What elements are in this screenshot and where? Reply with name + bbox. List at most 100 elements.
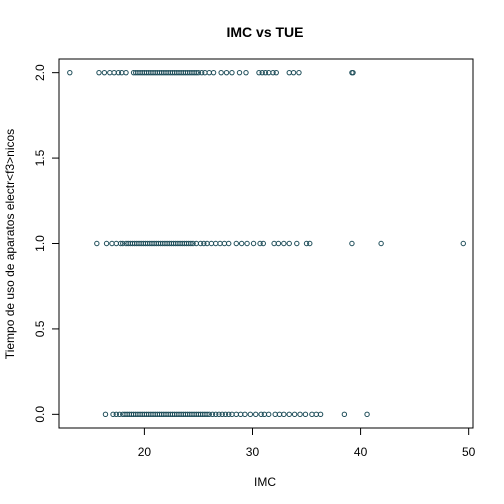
plot-frame <box>58 58 474 429</box>
data-point <box>204 411 210 418</box>
data-point <box>281 240 287 247</box>
data-point <box>236 69 243 76</box>
data-point <box>219 411 225 418</box>
data-point <box>101 69 108 76</box>
y-tick-label: 1.0 <box>33 235 47 252</box>
data-point <box>270 69 276 76</box>
data-point <box>233 411 239 418</box>
x-axis-label: IMC <box>254 475 276 489</box>
data-point <box>96 69 102 76</box>
data-point <box>222 411 229 418</box>
data-point <box>103 240 110 247</box>
data-point <box>460 240 466 247</box>
x-tick-label: 50 <box>462 445 476 459</box>
data-point <box>237 411 244 418</box>
data-point <box>190 240 196 247</box>
y-axis: 0.0 0.5 1.0 1.5 2.0 <box>33 64 60 423</box>
data-point <box>303 240 310 247</box>
data-point <box>107 69 113 76</box>
data-point <box>110 411 116 418</box>
data-point <box>286 240 292 247</box>
data-point <box>123 69 129 76</box>
data-point <box>218 69 224 76</box>
data-point <box>307 240 313 247</box>
y-tick-label: 2.0 <box>33 64 47 81</box>
data-point <box>109 240 115 247</box>
data-point <box>286 411 292 418</box>
data-point <box>286 69 292 76</box>
data-point <box>294 240 300 247</box>
y-axis-label: Tiempo de uso de aparatos electr<f3>nico… <box>3 129 17 359</box>
x-tick-label: 30 <box>246 445 260 459</box>
data-point <box>233 240 239 247</box>
data-point <box>206 69 212 76</box>
x-tick-label: 20 <box>138 445 152 459</box>
data-point <box>364 411 370 418</box>
data-point <box>223 69 230 76</box>
data-point <box>244 240 250 247</box>
data-point <box>309 411 315 418</box>
data-point <box>302 411 309 418</box>
data-point <box>197 240 204 247</box>
data-point <box>291 411 298 418</box>
data-point <box>350 69 356 76</box>
data-point <box>272 411 278 418</box>
data-point <box>213 240 219 247</box>
data-point <box>258 411 264 418</box>
data-point <box>273 69 279 76</box>
data-point <box>217 240 223 247</box>
data-point <box>94 240 100 247</box>
data-point <box>250 240 257 247</box>
data-point <box>238 240 245 247</box>
data-point <box>275 240 282 247</box>
data-point <box>313 411 319 418</box>
data-point <box>266 411 272 418</box>
data-point <box>281 411 287 418</box>
data-point <box>260 240 266 247</box>
data-point <box>247 411 254 418</box>
data-point <box>206 411 212 418</box>
data-point <box>210 69 217 76</box>
data-points <box>67 69 466 418</box>
data-point <box>216 411 222 418</box>
data-point <box>296 69 302 76</box>
data-point <box>209 411 216 418</box>
data-point <box>262 69 269 76</box>
data-point <box>198 69 205 76</box>
data-point <box>276 411 283 418</box>
data-point <box>243 69 249 76</box>
y-tick-label: 0.5 <box>33 320 47 337</box>
data-point <box>120 240 126 247</box>
y-tick-label: 1.5 <box>33 149 47 166</box>
data-point <box>113 411 119 418</box>
data-point <box>290 69 297 76</box>
data-point <box>229 69 235 76</box>
x-axis: 20 30 40 50 <box>138 427 476 459</box>
x-tick-label: 40 <box>354 445 368 459</box>
data-point <box>226 240 232 247</box>
data-point <box>102 411 109 418</box>
data-point <box>195 69 202 76</box>
data-point <box>271 240 277 247</box>
y-tick-label: 0.0 <box>33 406 47 423</box>
data-point <box>113 240 119 247</box>
data-point <box>297 411 303 418</box>
data-point <box>67 69 73 76</box>
data-point <box>259 69 265 76</box>
data-point <box>117 240 124 247</box>
data-point <box>111 69 117 76</box>
data-point <box>188 240 194 247</box>
data-point <box>257 240 263 247</box>
data-point <box>213 411 219 418</box>
data-point <box>341 411 348 418</box>
data-point <box>317 411 324 418</box>
data-point <box>378 240 384 247</box>
chart-title: IMC vs TUE <box>226 24 303 40</box>
data-point <box>221 240 228 247</box>
data-point <box>226 411 232 418</box>
data-point <box>115 69 122 76</box>
data-point <box>242 411 248 418</box>
data-point <box>253 411 259 418</box>
data-point <box>116 411 123 418</box>
